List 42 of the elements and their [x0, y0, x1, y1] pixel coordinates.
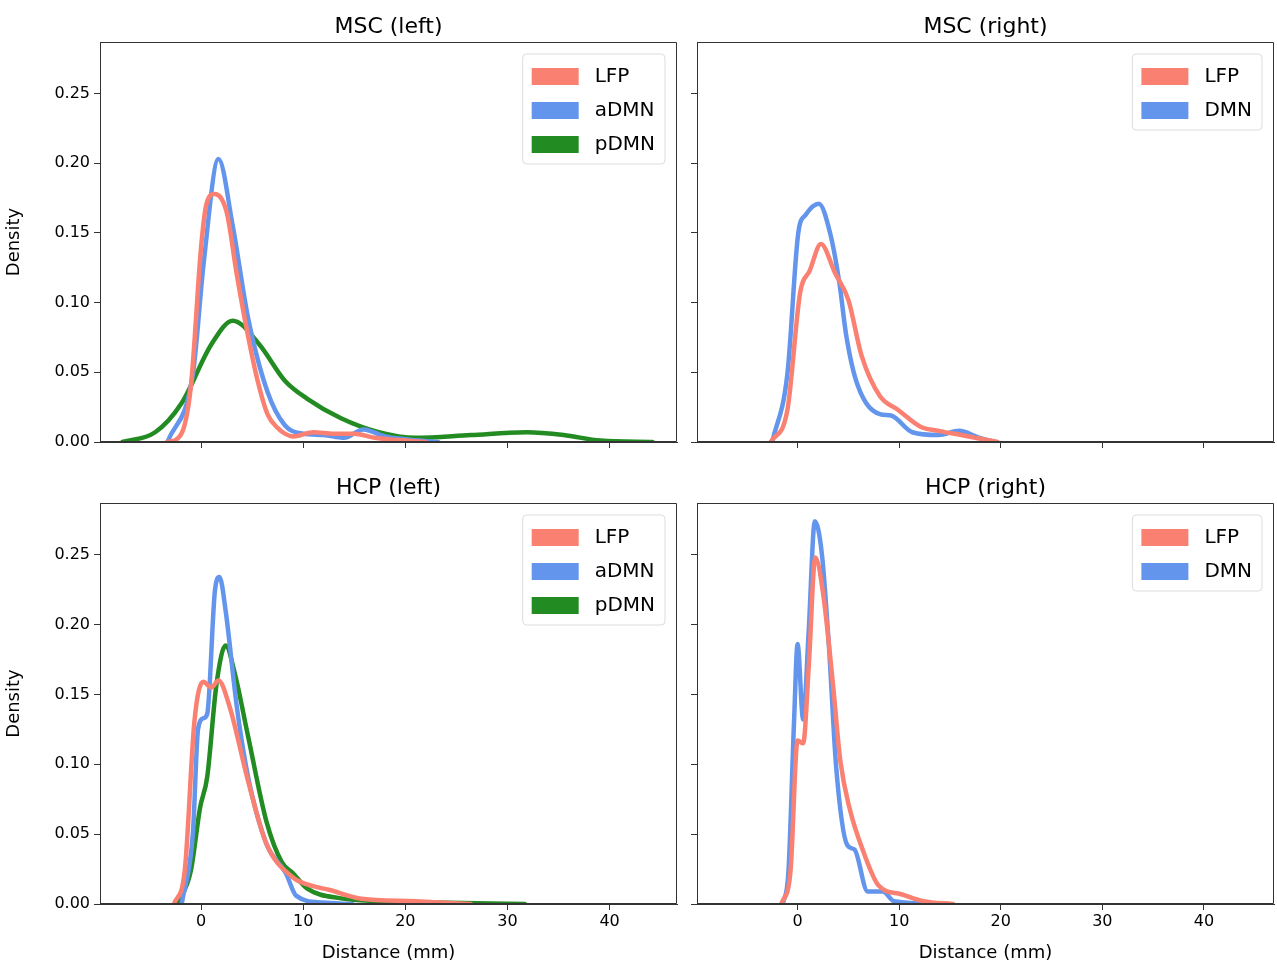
x-tick-label: 30 [1092, 910, 1113, 930]
y-tick-label: 0.00 [54, 431, 90, 451]
y-tick-label: 0.15 [54, 222, 90, 242]
x-tick-label: 30 [497, 910, 518, 930]
y-tick-label: 0.00 [54, 893, 90, 913]
legend-label: aDMN [594, 97, 655, 122]
legend-label: pDMN [594, 592, 655, 617]
chart-title: HCP (left) [336, 473, 441, 499]
legend-label: LFP [1204, 63, 1240, 88]
x-tick-label: 20 [990, 910, 1011, 930]
y-tick-label: 0.10 [54, 291, 90, 311]
x-tick-label: 0 [196, 910, 207, 930]
legend-label: LFP [1204, 524, 1240, 549]
x-tick-label: 10 [888, 910, 910, 930]
x-tick-label: 10 [293, 910, 314, 930]
legend-label: aDMN [594, 558, 655, 583]
x-tick-label: 0 [792, 910, 803, 930]
y-tick-label: 0.05 [54, 361, 90, 381]
x-tick-label: 40 [599, 910, 620, 930]
legend-label: LFP [594, 524, 630, 549]
y-tick-label: 0.25 [54, 543, 90, 563]
y-axis-title: Density [2, 668, 24, 738]
x-tick-label: 40 [1193, 910, 1215, 930]
y-tick-label: 0.15 [54, 683, 90, 703]
legend-label: DMN [1204, 97, 1253, 122]
line-series [165, 191, 429, 442]
legend-label: DMN [1204, 558, 1253, 583]
y-tick-label: 0.25 [54, 82, 90, 102]
y-axis-title: Density [2, 207, 24, 277]
legend-label: LFP [594, 63, 630, 88]
x-tick-label: 20 [395, 910, 416, 930]
chart-title: MSC (left) [334, 12, 443, 38]
x-axis-title: Distance (mm) [918, 940, 1053, 962]
line-series [171, 678, 473, 904]
x-axis-title: Distance (mm) [321, 940, 456, 962]
legend-label: pDMN [594, 131, 655, 156]
y-tick-label: 0.20 [54, 613, 90, 633]
chart-title: MSC (right) [923, 12, 1048, 38]
y-tick-label: 0.20 [54, 152, 90, 172]
y-tick-label: 0.05 [54, 823, 90, 843]
chart-title: HCP (right) [924, 473, 1047, 499]
y-tick-label: 0.10 [54, 753, 90, 773]
